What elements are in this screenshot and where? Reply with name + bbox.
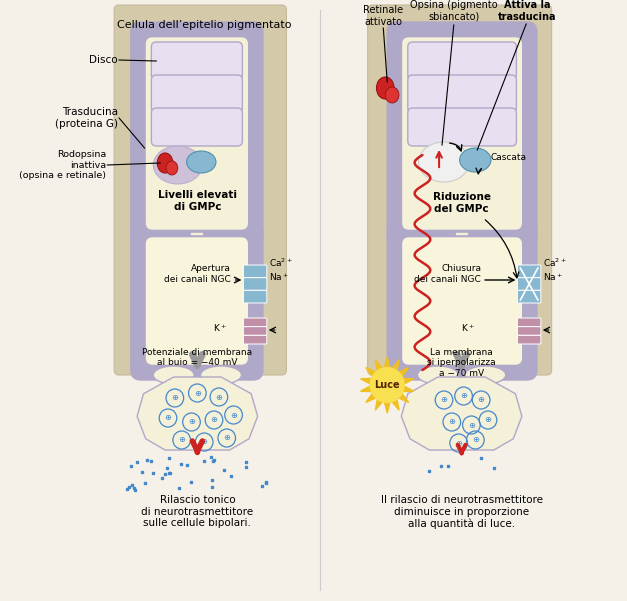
Text: La membrana
si iperpolarizza
a −70 mV: La membrana si iperpolarizza a −70 mV: [427, 348, 496, 378]
Text: Attiva la
trasducina: Attiva la trasducina: [498, 0, 556, 22]
Text: ⊕: ⊕: [460, 391, 467, 400]
FancyBboxPatch shape: [114, 5, 287, 375]
Text: Il rilascio di neurotrasmettitore
diminuisce in proporzione
alla quantità di luc: Il rilascio di neurotrasmettitore diminu…: [381, 495, 542, 529]
Text: K$^+$: K$^+$: [461, 322, 475, 334]
Circle shape: [370, 368, 404, 402]
Ellipse shape: [465, 366, 506, 384]
Text: ⊕: ⊕: [472, 436, 479, 445]
Ellipse shape: [201, 366, 241, 384]
Text: Disco: Disco: [90, 55, 118, 65]
Text: ⊕: ⊕: [164, 413, 172, 423]
Text: ⊕: ⊕: [441, 395, 448, 404]
Ellipse shape: [376, 77, 394, 99]
Bar: [452, 233, 472, 234]
FancyBboxPatch shape: [131, 22, 263, 245]
Bar: [187, 233, 206, 234]
Text: Rilascio tonico
di neurotrasmettitore
sulle cellule bipolari.: Rilascio tonico di neurotrasmettitore su…: [141, 495, 253, 528]
Text: ⊕: ⊕: [211, 415, 218, 424]
FancyBboxPatch shape: [517, 265, 541, 278]
Text: Ca$^{2+}$
Na$^+$: Ca$^{2+}$ Na$^+$: [543, 257, 567, 283]
Text: K$^+$: K$^+$: [213, 322, 227, 334]
FancyBboxPatch shape: [151, 75, 243, 113]
FancyBboxPatch shape: [243, 265, 267, 278]
Ellipse shape: [460, 148, 491, 172]
FancyBboxPatch shape: [517, 327, 541, 335]
Polygon shape: [401, 377, 522, 450]
FancyBboxPatch shape: [517, 290, 541, 303]
Ellipse shape: [187, 151, 216, 173]
Text: ⊕: ⊕: [194, 388, 201, 397]
Text: ⊕: ⊕: [188, 418, 195, 427]
Text: Livelli elevati
di GMPc: Livelli elevati di GMPc: [158, 190, 237, 212]
Bar: [456, 233, 468, 234]
Text: ⊕: ⊕: [478, 395, 485, 404]
Text: Cascata: Cascata: [491, 153, 527, 162]
Ellipse shape: [166, 161, 178, 175]
Text: Retinale
attivato: Retinale attivato: [363, 5, 403, 26]
FancyBboxPatch shape: [151, 42, 243, 80]
FancyBboxPatch shape: [403, 238, 521, 364]
Ellipse shape: [154, 146, 203, 184]
FancyBboxPatch shape: [243, 327, 267, 335]
FancyBboxPatch shape: [408, 42, 517, 80]
Text: Trasducina
(proteina G): Trasducina (proteina G): [55, 107, 118, 129]
Ellipse shape: [419, 142, 470, 182]
FancyBboxPatch shape: [243, 278, 267, 290]
FancyBboxPatch shape: [517, 318, 541, 327]
FancyBboxPatch shape: [243, 335, 267, 344]
Text: ⊕: ⊕: [201, 438, 208, 447]
Text: Riduzione
del GMPc: Riduzione del GMPc: [433, 192, 490, 213]
FancyBboxPatch shape: [147, 238, 247, 364]
Text: ⊕: ⊕: [448, 418, 455, 427]
FancyBboxPatch shape: [151, 108, 243, 146]
Text: ⊕: ⊕: [455, 439, 462, 448]
Text: ⊕: ⊕: [223, 433, 230, 442]
FancyBboxPatch shape: [131, 222, 263, 380]
Text: ⊕: ⊕: [468, 421, 475, 430]
Ellipse shape: [153, 366, 194, 384]
FancyBboxPatch shape: [367, 5, 552, 375]
Text: ⊕: ⊕: [216, 392, 223, 401]
FancyBboxPatch shape: [403, 38, 521, 229]
FancyBboxPatch shape: [243, 290, 267, 303]
FancyBboxPatch shape: [387, 222, 537, 380]
Polygon shape: [137, 377, 258, 450]
FancyBboxPatch shape: [243, 318, 267, 327]
Text: Apertura
dei canali NGC: Apertura dei canali NGC: [164, 264, 231, 284]
Ellipse shape: [418, 366, 458, 384]
FancyBboxPatch shape: [408, 108, 517, 146]
FancyBboxPatch shape: [387, 22, 537, 245]
FancyBboxPatch shape: [517, 335, 541, 344]
Text: Luce: Luce: [374, 380, 400, 390]
Text: ⊕: ⊕: [171, 394, 178, 403]
FancyBboxPatch shape: [147, 38, 247, 229]
Text: Potenziale di membrana
al buio = −40 mV: Potenziale di membrana al buio = −40 mV: [142, 348, 253, 367]
Text: ⊕: ⊕: [230, 410, 237, 419]
FancyBboxPatch shape: [517, 278, 541, 290]
Polygon shape: [361, 357, 414, 413]
FancyBboxPatch shape: [408, 75, 517, 113]
Text: Ca$^{2+}$
Na$^+$: Ca$^{2+}$ Na$^+$: [269, 257, 293, 283]
Text: Chiusura
dei canali NGC: Chiusura dei canali NGC: [414, 264, 481, 284]
Text: Cellula dell’epitelio pigmentato: Cellula dell’epitelio pigmentato: [117, 20, 292, 30]
Text: ⊕: ⊕: [485, 415, 492, 424]
Text: Opsina (pigmento
sbiancato): Opsina (pigmento sbiancato): [410, 0, 498, 22]
Ellipse shape: [157, 153, 173, 173]
Text: ⊕: ⊕: [178, 436, 185, 445]
Ellipse shape: [385, 87, 399, 103]
Bar: [191, 233, 203, 234]
Text: Rodopsina
inattiva
(opsina e retinale): Rodopsina inattiva (opsina e retinale): [19, 150, 107, 180]
